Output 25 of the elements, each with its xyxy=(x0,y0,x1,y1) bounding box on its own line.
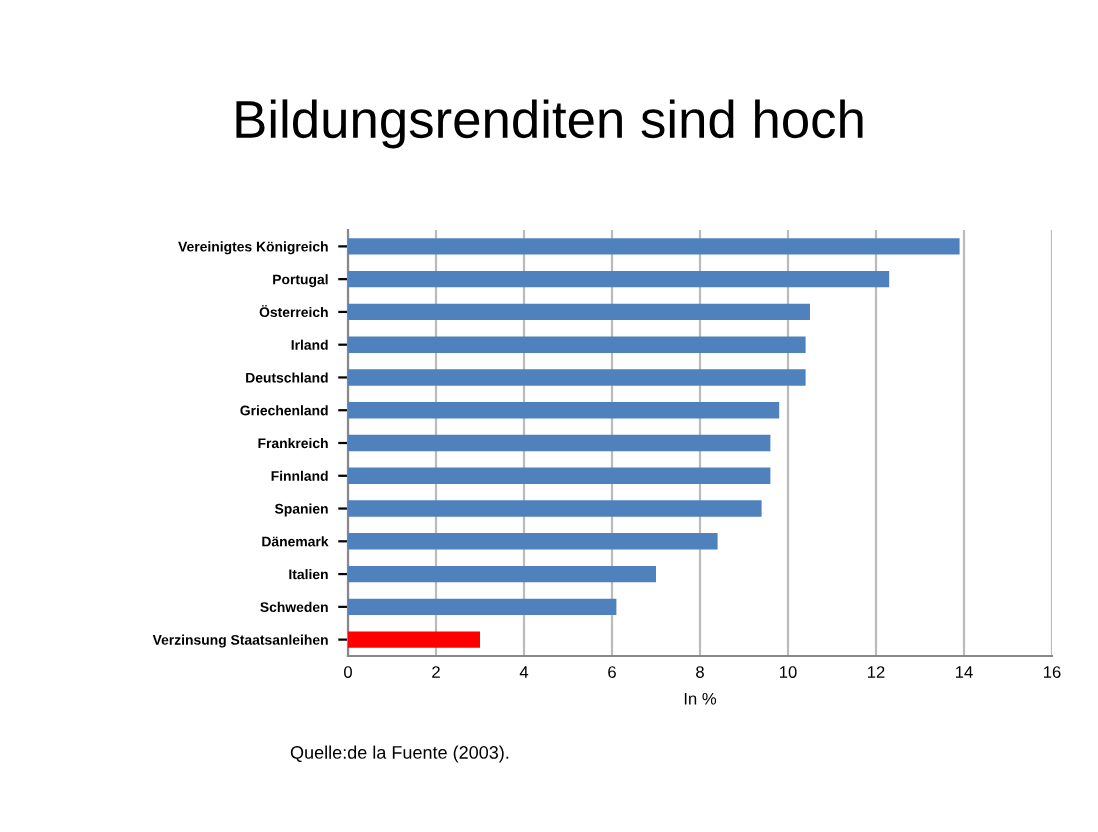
x-tick-label: 12 xyxy=(868,666,885,678)
x-tick-label: 0 xyxy=(344,666,352,678)
bar xyxy=(348,533,718,550)
bar xyxy=(348,598,617,616)
bar xyxy=(348,500,762,517)
x-tick-label: 14 xyxy=(956,666,973,678)
source-note: Quelle:de la Fuente (2003). xyxy=(290,745,509,763)
x-axis-title: In % xyxy=(684,692,717,705)
bar xyxy=(348,336,806,353)
x-tick-label: 6 xyxy=(608,666,616,678)
bar xyxy=(348,270,890,288)
x-tick-label: 10 xyxy=(780,666,797,678)
bar xyxy=(348,402,780,419)
bar xyxy=(348,369,806,386)
x-tick-label: 16 xyxy=(1044,666,1061,678)
bar xyxy=(348,631,480,648)
x-tick-label: 8 xyxy=(696,666,704,678)
bar xyxy=(348,238,960,255)
bar xyxy=(348,303,810,321)
x-tick-label: 4 xyxy=(519,666,529,678)
bar xyxy=(348,565,656,583)
x-tick-label: 2 xyxy=(432,666,440,678)
bar xyxy=(348,467,771,484)
bar xyxy=(348,434,771,452)
chart-title: Bildungsrenditen sind hoch xyxy=(236,99,863,149)
